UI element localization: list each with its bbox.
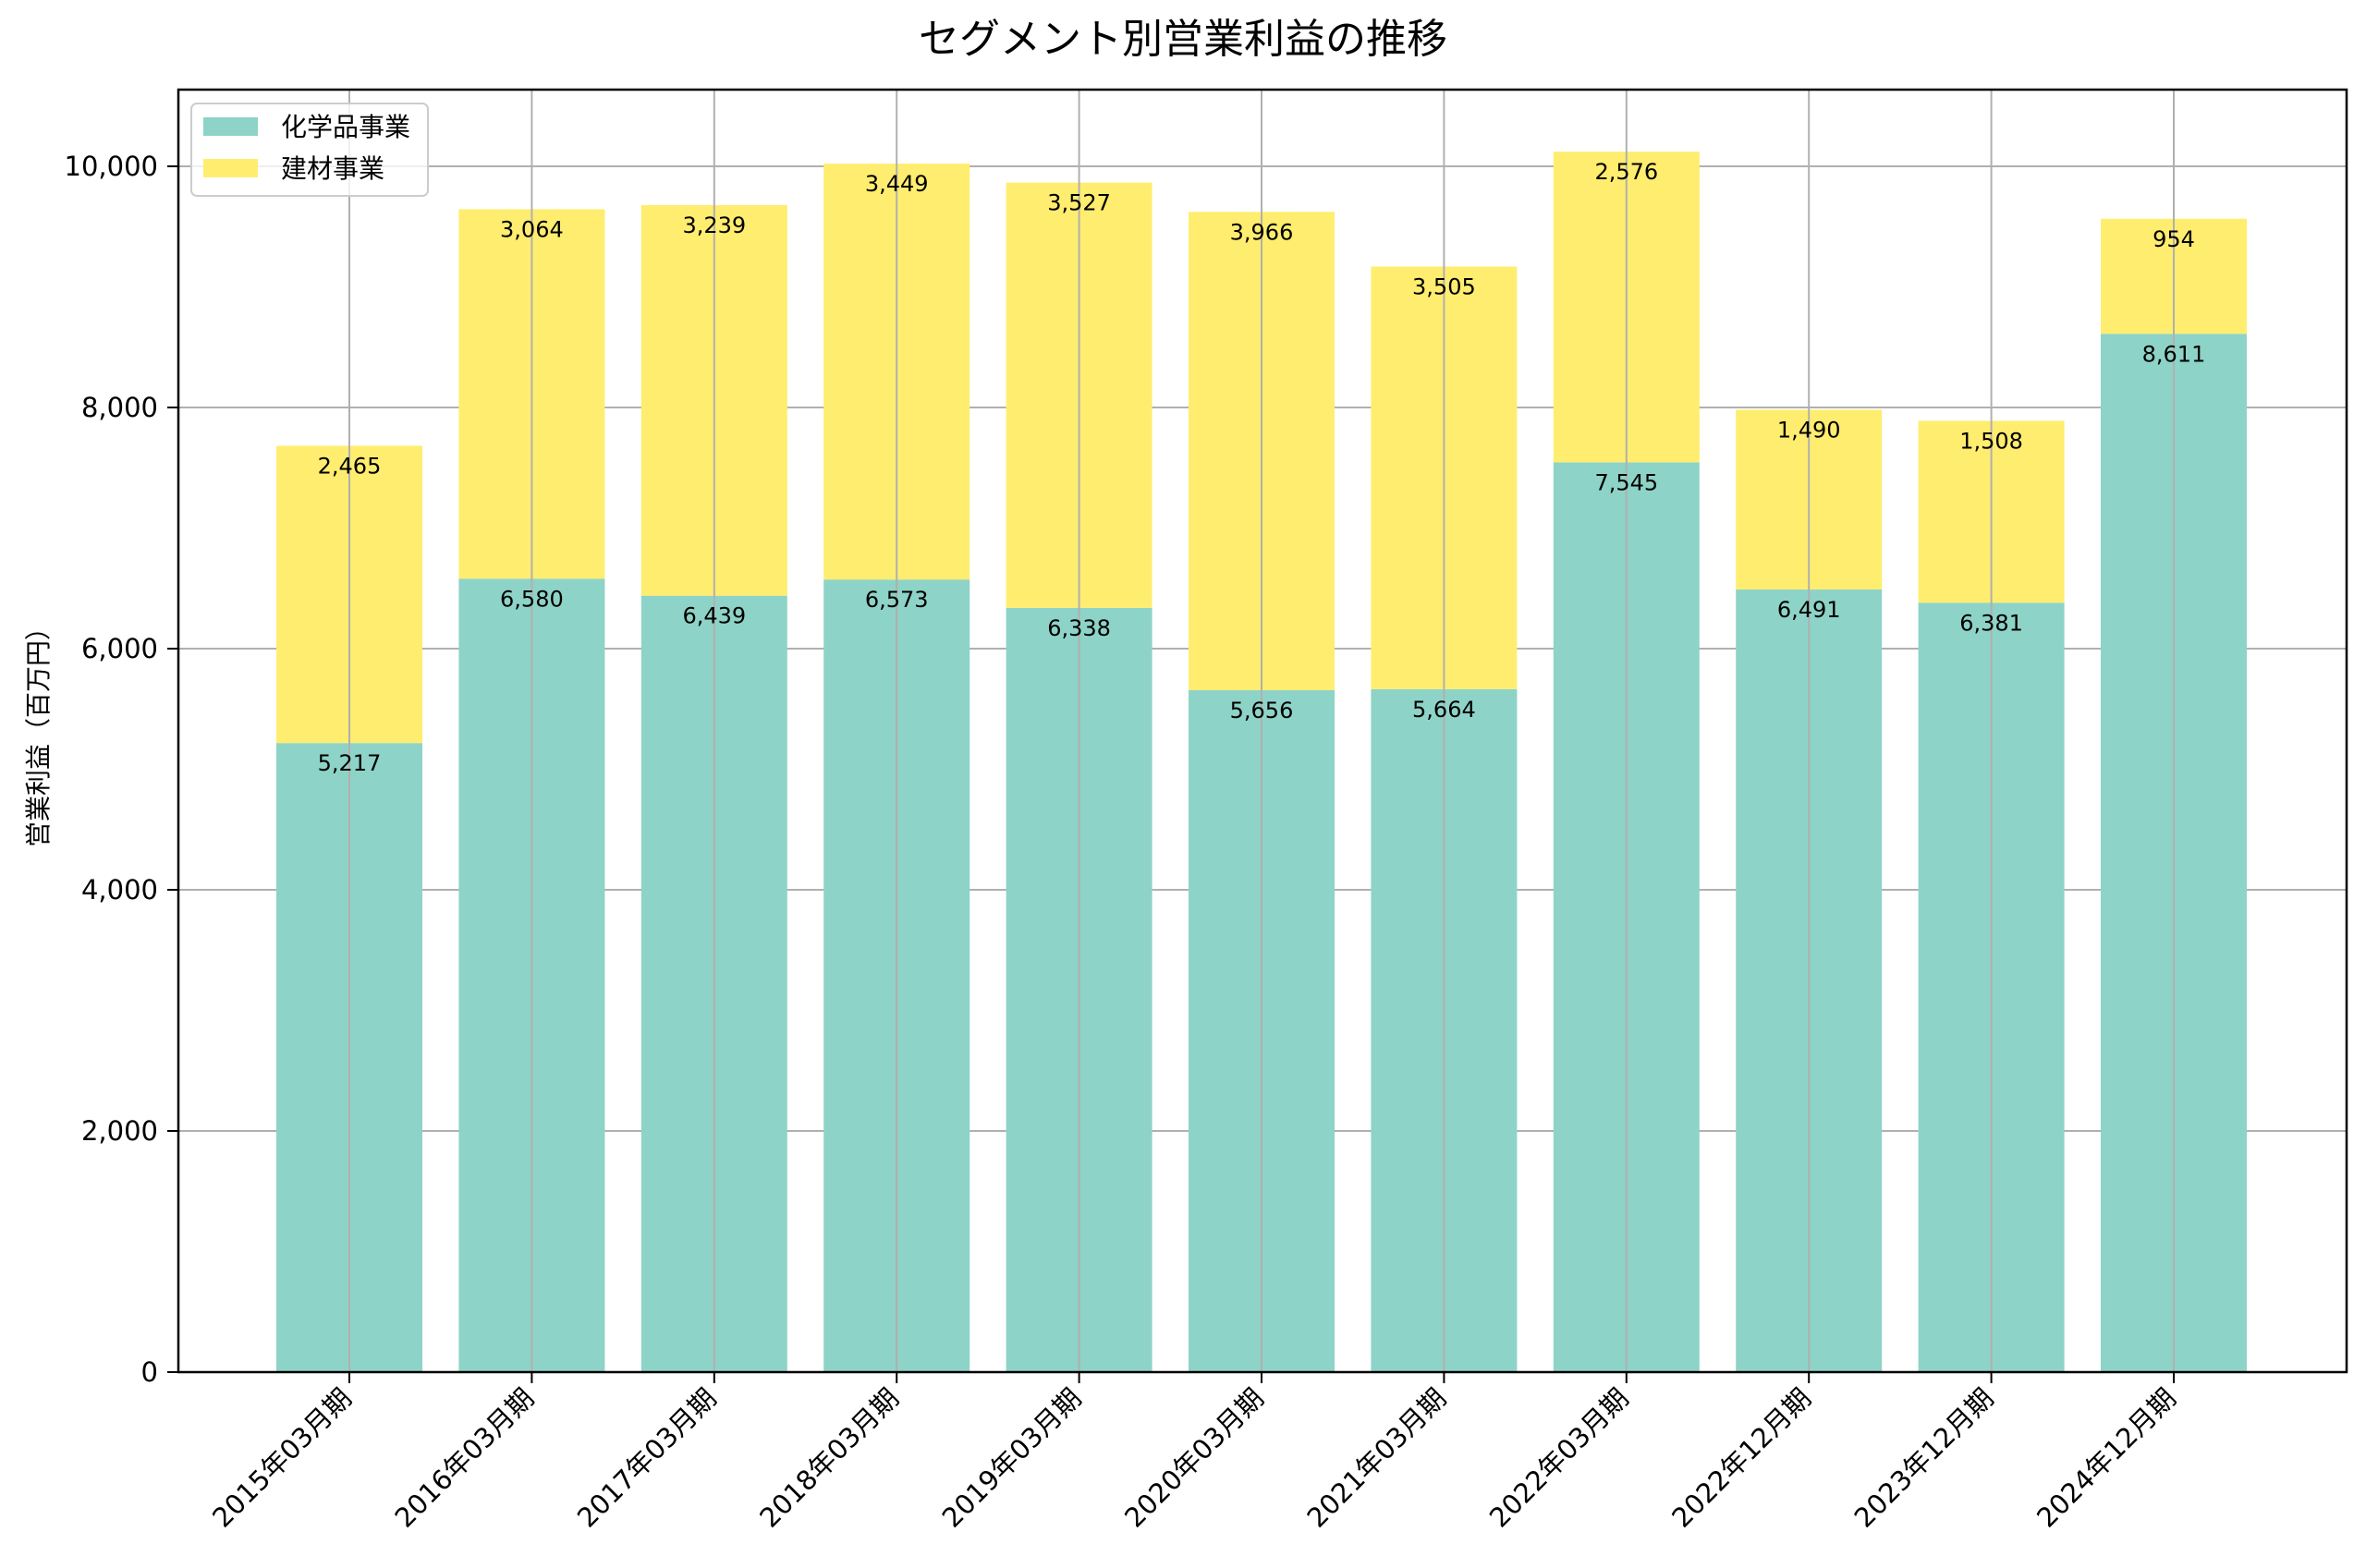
bar-value-label: 2,465 [318,453,382,479]
legend-swatch [203,117,258,136]
bar-value-label: 6,573 [865,587,929,613]
x-tick-label: 2022年03月期 [1483,1382,1635,1534]
x-tick-label: 2016年03月期 [388,1382,540,1534]
y-tick-label: 0 [141,1356,158,1388]
y-axis-ticks: 0 2,000 4,000 6,000 8,000 10,000 [65,151,178,1388]
legend-swatch [203,159,258,177]
bar-value-label: 6,439 [682,603,746,629]
bar-value-label: 5,664 [1412,697,1476,723]
x-tick-label: 2017年03月期 [571,1382,723,1534]
x-tick-label: 2015年03月期 [206,1382,358,1534]
legend-label: 建材事業 [281,153,384,184]
bar-value-label: 8,611 [2142,341,2206,367]
bar-value-label: 6,491 [1777,597,1841,623]
y-tick-label: 4,000 [81,874,158,906]
x-tick-label: 2024年12月期 [2031,1382,2182,1534]
bar-value-label: 7,545 [1594,469,1658,495]
bar-value-label: 3,449 [865,171,929,197]
bar-value-label: 1,490 [1777,417,1841,443]
bar-value-label: 5,656 [1230,698,1294,723]
y-tick-label: 10,000 [65,151,158,182]
bar-value-label: 5,217 [318,750,382,776]
bar-value-label: 3,064 [500,216,564,242]
bar-value-label: 3,505 [1412,273,1476,299]
chart-title: セグメント別営業利益の推移 [919,16,1447,63]
vertical-grid-lines [348,90,2175,1372]
x-tick-label: 2019年03月期 [936,1382,1088,1534]
x-tick-label: 2022年12月期 [1665,1382,1817,1534]
bar-value-labels: 5,217 6,580 6,439 6,573 6,338 5,656 5,664 7,545… [318,159,2206,776]
legend-label: 化学品事業 [281,112,410,142]
x-tick-label: 2020年03月期 [1118,1382,1270,1534]
bar-value-label: 3,527 [1047,190,1111,216]
y-tick-label: 6,000 [81,633,158,664]
bar-value-label: 1,508 [1959,428,2023,454]
bar-value-label: 3,239 [682,213,746,238]
bar-value-label: 2,576 [1594,159,1658,185]
x-tick-label: 2023年12月期 [1848,1382,2000,1534]
y-tick-label: 8,000 [81,392,158,423]
x-tick-label: 2021年03月期 [1300,1382,1452,1534]
x-tick-label: 2018年03月期 [753,1382,905,1534]
bar-value-label: 6,580 [500,586,564,612]
bar-value-label: 954 [2153,226,2195,252]
x-axis-ticks: 2015年03月期 2016年03月期 2017年03月期 2018年03月期 2019… [206,1372,2182,1534]
bar-value-label: 6,338 [1047,615,1111,641]
bar-value-label: 3,966 [1230,219,1294,245]
y-tick-label: 2,000 [81,1115,158,1147]
bar-value-label: 6,381 [1959,610,2023,636]
